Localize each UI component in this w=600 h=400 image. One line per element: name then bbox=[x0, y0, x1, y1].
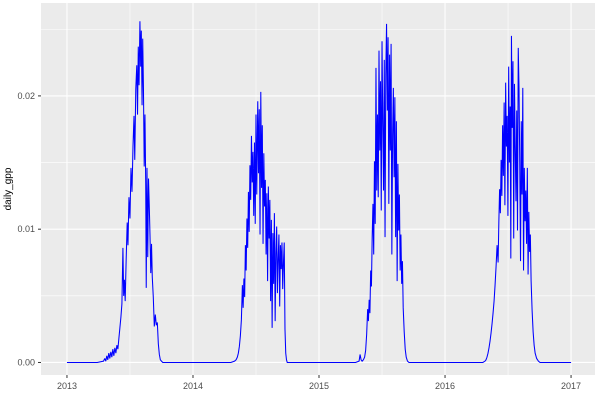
y-axis-title: daily_gpp bbox=[3, 167, 14, 210]
y-tick-label: 0.02 bbox=[17, 91, 35, 101]
x-tick-label: 2013 bbox=[57, 381, 77, 391]
x-tick-label: 2016 bbox=[435, 381, 455, 391]
x-tick-label: 2015 bbox=[309, 381, 329, 391]
daily-gpp-line-series bbox=[66, 21, 572, 363]
x-tick-label: 2014 bbox=[183, 381, 203, 391]
y-tick-label: 0.00 bbox=[17, 357, 35, 367]
x-tick-label: 2017 bbox=[561, 381, 581, 391]
y-tick-label: 0.01 bbox=[17, 224, 35, 234]
plot-panel bbox=[41, 3, 595, 375]
